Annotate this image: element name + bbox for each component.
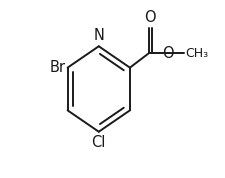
Text: Cl: Cl [91,135,106,150]
Text: O: O [162,46,173,61]
Text: CH₃: CH₃ [185,47,208,60]
Text: Br: Br [49,60,65,75]
Text: N: N [93,28,104,43]
Text: O: O [143,10,155,25]
